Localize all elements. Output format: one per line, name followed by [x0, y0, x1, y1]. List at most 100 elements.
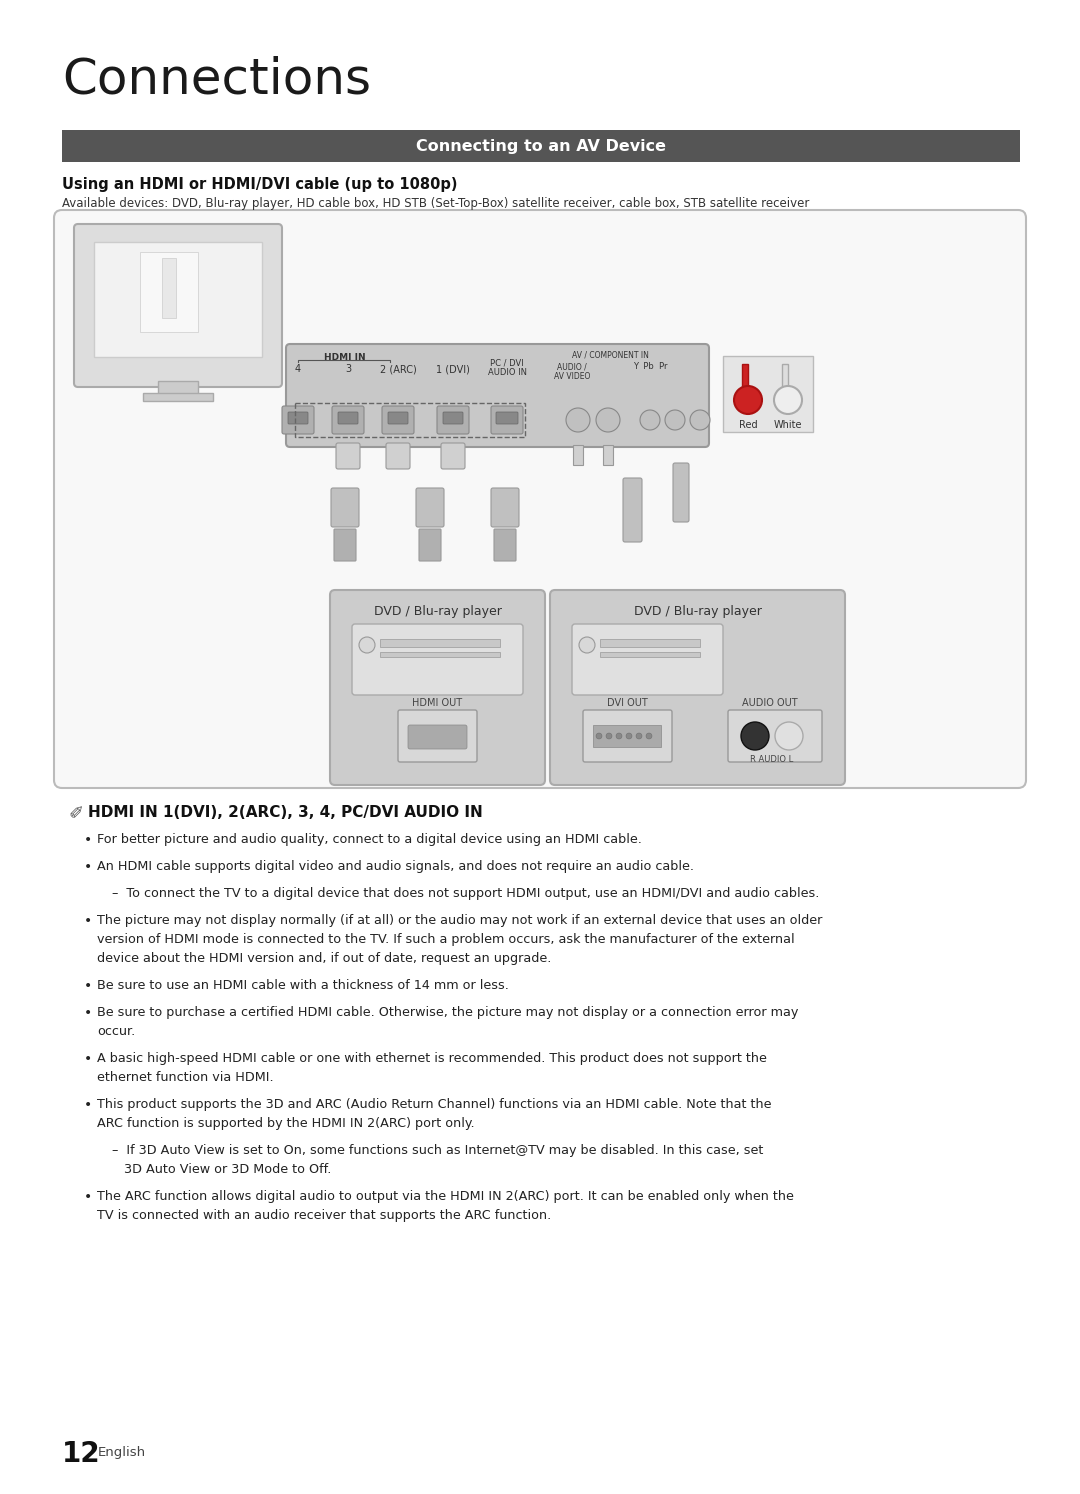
FancyBboxPatch shape [437, 406, 469, 433]
Circle shape [626, 734, 632, 740]
Text: DVD / Blu-ray player: DVD / Blu-ray player [374, 605, 501, 619]
Bar [603, 445, 613, 465]
Text: version of HDMI mode is connected to the TV. If such a problem occurs, ask the m: version of HDMI mode is connected to the… [97, 932, 795, 946]
Text: –  To connect the TV to a digital device that does not support HDMI output, use : – To connect the TV to a digital device … [112, 887, 820, 899]
Bar [162, 258, 176, 318]
Text: 3: 3 [345, 365, 351, 374]
Bar [143, 393, 213, 400]
Circle shape [775, 722, 804, 750]
Bar [573, 445, 583, 465]
Text: HDMI OUT: HDMI OUT [413, 698, 462, 708]
Text: •: • [84, 1098, 92, 1112]
Text: Be sure to use an HDMI cable with a thickness of 14 mm or less.: Be sure to use an HDMI cable with a thic… [97, 979, 509, 992]
Circle shape [741, 722, 769, 750]
FancyBboxPatch shape [419, 529, 441, 562]
Text: •: • [84, 861, 92, 874]
Text: •: • [84, 1005, 92, 1020]
Bar [380, 639, 500, 647]
Text: Red: Red [739, 420, 757, 430]
FancyBboxPatch shape [623, 478, 642, 542]
FancyBboxPatch shape [583, 710, 672, 762]
Text: This product supports the 3D and ARC (Audio Return Channel) functions via an HDM: This product supports the 3D and ARC (Au… [97, 1098, 771, 1112]
Bar [380, 651, 500, 657]
FancyBboxPatch shape [282, 406, 314, 433]
FancyBboxPatch shape [673, 463, 689, 521]
Bar [62, 130, 1020, 161]
Text: A basic high-speed HDMI cable or one with ethernet is recommended. This product : A basic high-speed HDMI cable or one wit… [97, 1052, 767, 1065]
FancyBboxPatch shape [494, 529, 516, 562]
FancyBboxPatch shape [352, 624, 523, 695]
Bar [723, 356, 813, 432]
Circle shape [665, 409, 685, 430]
FancyBboxPatch shape [386, 444, 410, 469]
FancyBboxPatch shape [441, 444, 465, 469]
Text: PC / DVI
AUDIO IN: PC / DVI AUDIO IN [487, 359, 527, 378]
Text: device about the HDMI version and, if out of date, request an upgrade.: device about the HDMI version and, if ou… [97, 952, 552, 965]
Text: DVD / Blu-ray player: DVD / Blu-ray player [634, 605, 761, 619]
Circle shape [640, 409, 660, 430]
FancyBboxPatch shape [443, 412, 463, 424]
Circle shape [734, 385, 762, 414]
Text: –  If 3D Auto View is set to On, some functions such as Internet@TV may be disab: – If 3D Auto View is set to On, some fun… [112, 1144, 764, 1156]
Circle shape [774, 385, 802, 414]
Circle shape [690, 409, 710, 430]
Circle shape [606, 734, 612, 740]
FancyBboxPatch shape [408, 725, 467, 748]
Circle shape [646, 734, 652, 740]
Text: For better picture and audio quality, connect to a digital device using an HDMI : For better picture and audio quality, co… [97, 834, 642, 846]
Bar [295, 403, 525, 438]
Bar [742, 365, 748, 394]
Text: 3D Auto View or 3D Mode to Off.: 3D Auto View or 3D Mode to Off. [112, 1162, 332, 1176]
Circle shape [596, 408, 620, 432]
Polygon shape [273, 344, 295, 394]
Text: HDMI IN 1(DVI), 2(ARC), 3, 4, PC/DVI AUDIO IN: HDMI IN 1(DVI), 2(ARC), 3, 4, PC/DVI AUD… [87, 805, 483, 820]
Circle shape [579, 636, 595, 653]
Bar [600, 651, 700, 657]
FancyBboxPatch shape [75, 224, 282, 387]
Text: AV / COMPONENT IN: AV / COMPONENT IN [571, 351, 648, 360]
FancyBboxPatch shape [332, 406, 364, 433]
Text: AUDIO /
AV VIDEO: AUDIO / AV VIDEO [554, 362, 590, 381]
Text: Be sure to purchase a certified HDMI cable. Otherwise, the picture may not displ: Be sure to purchase a certified HDMI cab… [97, 1005, 798, 1019]
Text: English: English [98, 1446, 146, 1460]
Text: Using an HDMI or HDMI/DVI cable (up to 1080p): Using an HDMI or HDMI/DVI cable (up to 1… [62, 176, 458, 193]
Text: 4: 4 [295, 365, 301, 374]
Circle shape [636, 734, 642, 740]
Bar [140, 252, 198, 332]
Text: •: • [84, 1191, 92, 1204]
Text: •: • [84, 914, 92, 928]
FancyBboxPatch shape [550, 590, 845, 784]
Circle shape [566, 408, 590, 432]
Text: ethernet function via HDMI.: ethernet function via HDMI. [97, 1071, 273, 1085]
Text: R AUDIO L: R AUDIO L [751, 754, 794, 763]
Bar [782, 365, 788, 394]
Text: ARC function is supported by the HDMI IN 2(ARC) port only.: ARC function is supported by the HDMI IN… [97, 1118, 474, 1129]
FancyBboxPatch shape [399, 710, 477, 762]
Text: The picture may not display normally (if at all) or the audio may not work if an: The picture may not display normally (if… [97, 914, 822, 926]
FancyBboxPatch shape [338, 412, 357, 424]
Text: 1 (DVI): 1 (DVI) [436, 365, 470, 374]
FancyBboxPatch shape [496, 412, 518, 424]
FancyBboxPatch shape [54, 211, 1026, 787]
FancyBboxPatch shape [388, 412, 408, 424]
FancyBboxPatch shape [572, 624, 723, 695]
Circle shape [616, 734, 622, 740]
FancyBboxPatch shape [416, 489, 444, 527]
FancyBboxPatch shape [330, 590, 545, 784]
FancyBboxPatch shape [491, 406, 523, 433]
FancyBboxPatch shape [286, 344, 708, 447]
Text: occur.: occur. [97, 1025, 135, 1038]
Text: White: White [773, 420, 802, 430]
Circle shape [596, 734, 602, 740]
Text: Connecting to an AV Device: Connecting to an AV Device [416, 139, 666, 154]
Text: AUDIO OUT: AUDIO OUT [742, 698, 798, 708]
Circle shape [359, 636, 375, 653]
Text: TV is connected with an audio receiver that supports the ARC function.: TV is connected with an audio receiver t… [97, 1209, 551, 1222]
Text: 2 (ARC): 2 (ARC) [380, 365, 417, 374]
Text: HDMI IN: HDMI IN [324, 353, 366, 362]
Text: ✐: ✐ [68, 805, 83, 823]
Bar [593, 725, 661, 747]
FancyBboxPatch shape [336, 444, 360, 469]
FancyBboxPatch shape [491, 489, 519, 527]
Text: Available devices: DVD, Blu-ray player, HD cable box, HD STB (Set-Top-Box) satel: Available devices: DVD, Blu-ray player, … [62, 197, 809, 211]
